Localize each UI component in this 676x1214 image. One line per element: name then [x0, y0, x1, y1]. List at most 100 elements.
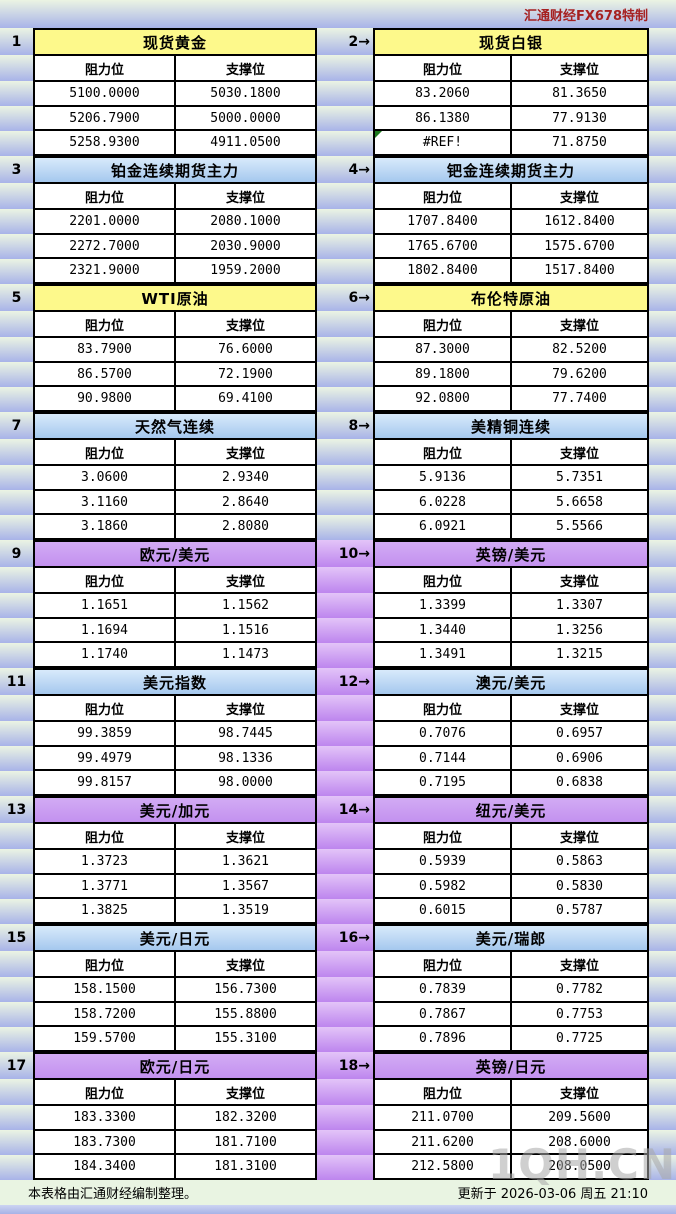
resistance-value[interactable]: 86.5700: [35, 363, 174, 386]
support-value[interactable]: 0.5830: [510, 874, 647, 898]
support-header[interactable]: 支撑位: [174, 1080, 315, 1105]
support-header[interactable]: 支撑位: [510, 56, 647, 81]
table-title[interactable]: 现货白银: [375, 30, 647, 57]
resistance-header[interactable]: 阻力位: [422, 574, 462, 590]
resistance-value[interactable]: 0.7867: [375, 1003, 510, 1026]
support-value[interactable]: 2.8080: [174, 515, 315, 538]
resistance-value[interactable]: 3.1860: [35, 515, 174, 538]
resistance-value[interactable]: 183.3300: [35, 1106, 174, 1129]
row-index-label[interactable]: 15: [6, 929, 27, 946]
row-index-label[interactable]: 16→: [338, 929, 370, 946]
table-title[interactable]: 钯金连续期货主力: [375, 158, 647, 185]
resistance-value[interactable]: 1.3399: [375, 594, 510, 617]
resistance-value[interactable]: 1.1651: [35, 594, 174, 617]
row-index-label[interactable]: 3: [11, 161, 22, 178]
support-value[interactable]: 76.6000: [174, 338, 315, 361]
support-header[interactable]: 支撑位: [510, 440, 647, 465]
support-value[interactable]: 181.7100: [174, 1130, 315, 1154]
support-value[interactable]: 209.5600: [510, 1106, 647, 1129]
resistance-value[interactable]: 158.1500: [35, 978, 174, 1001]
resistance-value[interactable]: 1.3440: [375, 619, 510, 642]
row-index-label[interactable]: 18→: [338, 1057, 370, 1074]
resistance-value[interactable]: 0.7076: [375, 722, 510, 745]
resistance-header[interactable]: 阻力位: [84, 62, 124, 78]
resistance-value[interactable]: 211.6200: [375, 1131, 510, 1154]
table-title[interactable]: 现货黄金: [35, 30, 315, 57]
resistance-value[interactable]: 1.3825: [35, 899, 174, 922]
resistance-value[interactable]: 3.1160: [35, 491, 174, 514]
resistance-value[interactable]: 1707.8400: [375, 210, 510, 233]
resistance-value[interactable]: 2201.0000: [35, 210, 174, 233]
support-value[interactable]: 77.7400: [510, 387, 647, 410]
support-value[interactable]: 5.7351: [510, 466, 647, 489]
support-value[interactable]: 72.1900: [174, 362, 315, 386]
support-value[interactable]: 1.3215: [510, 643, 647, 666]
row-index-label[interactable]: 8→: [348, 417, 370, 434]
resistance-header[interactable]: 阻力位: [422, 318, 462, 334]
table-title[interactable]: 布伦特原油: [375, 286, 647, 313]
row-index-label[interactable]: 4→: [348, 161, 370, 178]
row-index-label[interactable]: 7: [11, 417, 22, 434]
resistance-header[interactable]: 阻力位: [422, 702, 462, 718]
resistance-header[interactable]: 阻力位: [422, 446, 462, 462]
support-header[interactable]: 支撑位: [510, 824, 647, 849]
support-value[interactable]: 79.6200: [510, 362, 647, 386]
row-index-label[interactable]: 1: [11, 33, 22, 50]
support-value[interactable]: 2030.9000: [174, 234, 315, 258]
support-value[interactable]: 98.0000: [174, 771, 315, 794]
resistance-value[interactable]: 1.3491: [375, 643, 510, 666]
resistance-value[interactable]: 5.9136: [375, 466, 510, 489]
support-header[interactable]: 支撑位: [510, 1080, 647, 1105]
row-index-label[interactable]: 9: [11, 545, 22, 562]
resistance-value[interactable]: 2272.7000: [35, 235, 174, 258]
resistance-header[interactable]: 阻力位: [84, 1086, 124, 1102]
resistance-value[interactable]: 1.1694: [35, 619, 174, 642]
resistance-value[interactable]: 83.2060: [375, 82, 510, 105]
resistance-value[interactable]: 0.5982: [375, 875, 510, 898]
resistance-value[interactable]: 0.7896: [375, 1027, 510, 1050]
table-title[interactable]: 美元/加元: [35, 798, 315, 825]
table-title[interactable]: 天然气连续: [35, 414, 315, 441]
support-value[interactable]: 0.6906: [510, 746, 647, 770]
row-index-label[interactable]: 12→: [338, 673, 370, 690]
support-header[interactable]: 支撑位: [174, 568, 315, 593]
resistance-value[interactable]: 6.0228: [375, 491, 510, 514]
support-value[interactable]: 0.7753: [510, 1002, 647, 1026]
table-title[interactable]: 美精铜连续: [375, 414, 647, 441]
support-value[interactable]: 69.4100: [174, 387, 315, 410]
support-value[interactable]: 1.3307: [510, 594, 647, 617]
resistance-value[interactable]: 0.5939: [375, 850, 510, 873]
support-value[interactable]: 98.1336: [174, 746, 315, 770]
resistance-value[interactable]: 99.3859: [35, 722, 174, 745]
resistance-value[interactable]: 158.7200: [35, 1003, 174, 1026]
support-header[interactable]: 支撑位: [510, 696, 647, 721]
support-value[interactable]: 0.5863: [510, 850, 647, 873]
resistance-value[interactable]: 1802.8400: [375, 259, 510, 282]
ref-error-cell[interactable]: #REF!: [375, 131, 510, 154]
support-value[interactable]: 1.3519: [174, 899, 315, 922]
support-value[interactable]: 0.6838: [510, 771, 647, 794]
resistance-value[interactable]: 0.7195: [375, 771, 510, 794]
support-value[interactable]: 5000.0000: [174, 106, 315, 130]
resistance-value[interactable]: 0.7144: [375, 747, 510, 770]
table-title[interactable]: 英镑/日元: [375, 1054, 647, 1081]
support-header[interactable]: 支撑位: [174, 440, 315, 465]
support-value[interactable]: 208.6000: [510, 1130, 647, 1154]
support-value[interactable]: 4911.0500: [174, 131, 315, 154]
row-index-label[interactable]: 5: [11, 289, 22, 306]
resistance-value[interactable]: 1765.6700: [375, 235, 510, 258]
resistance-value[interactable]: 90.9800: [35, 387, 174, 410]
support-value[interactable]: 5.5566: [510, 515, 647, 538]
resistance-value[interactable]: 89.1800: [375, 363, 510, 386]
resistance-value[interactable]: 6.0921: [375, 515, 510, 538]
resistance-value[interactable]: 83.7900: [35, 338, 174, 361]
table-title[interactable]: 澳元/美元: [375, 670, 647, 697]
support-value[interactable]: 1.1516: [174, 618, 315, 642]
resistance-value[interactable]: 159.5700: [35, 1027, 174, 1050]
resistance-header[interactable]: 阻力位: [422, 190, 462, 206]
support-value[interactable]: 98.7445: [174, 722, 315, 745]
resistance-header[interactable]: 阻力位: [422, 62, 462, 78]
resistance-header[interactable]: 阻力位: [422, 958, 462, 974]
support-value[interactable]: 181.3100: [174, 1155, 315, 1178]
support-value[interactable]: 155.3100: [174, 1027, 315, 1050]
